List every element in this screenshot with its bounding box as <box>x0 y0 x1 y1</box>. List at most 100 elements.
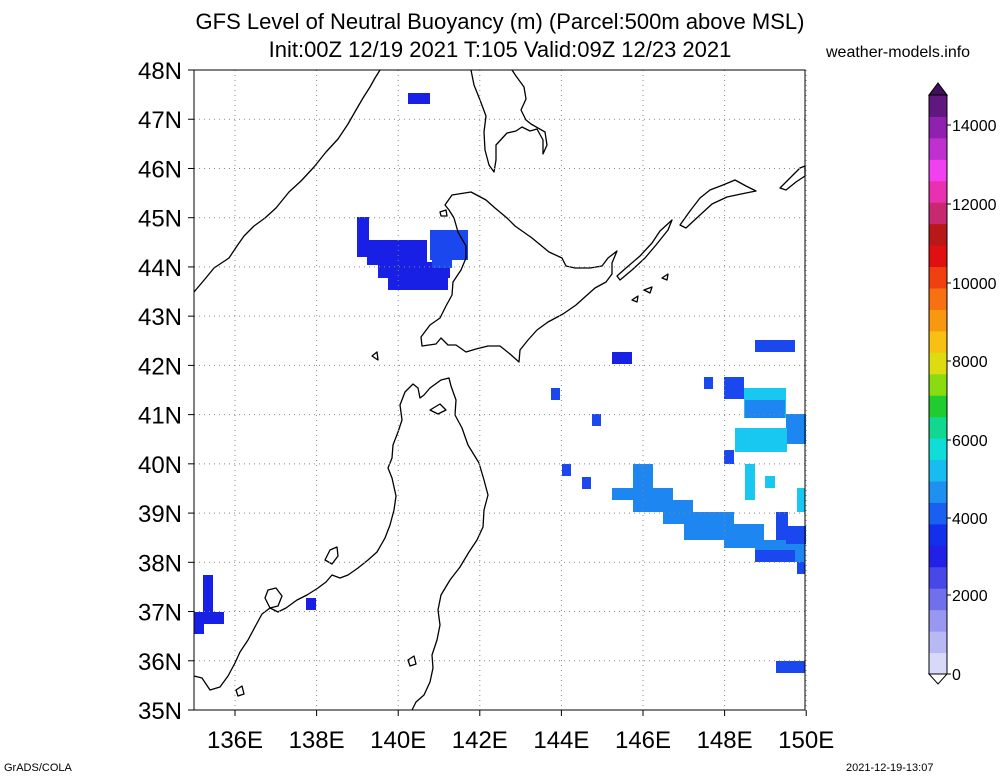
coast-honshu <box>193 377 489 711</box>
coast-kuril1 <box>616 219 673 281</box>
field-cell <box>194 612 224 624</box>
field-cell <box>797 488 805 512</box>
lat-label: 39N <box>138 501 182 528</box>
lat-label: 48N <box>138 58 182 85</box>
colorbar-bottom-arrow <box>927 673 949 685</box>
coast-rishiri <box>439 209 448 217</box>
coast-sado <box>324 546 339 565</box>
lat-label: 36N <box>138 649 182 676</box>
lon-label: 146E <box>615 727 671 754</box>
field-cell <box>735 428 787 452</box>
colorbar-label: 2000 <box>952 588 988 605</box>
coastline <box>193 69 806 711</box>
buoyancy-field <box>194 93 806 673</box>
coast-hokkaido <box>420 191 618 363</box>
colorbar-segment <box>929 631 947 654</box>
lon-label: 138E <box>289 727 345 754</box>
colorbar-segment <box>929 288 947 310</box>
field-cell <box>408 93 430 104</box>
field-cell <box>786 526 806 544</box>
field-cell <box>755 550 795 562</box>
lat-label: 41N <box>138 403 182 430</box>
lat-label: 44N <box>138 255 182 282</box>
field-cell <box>430 230 468 260</box>
colorbar-segment <box>929 481 947 503</box>
colorbar-segment <box>929 223 947 246</box>
field-cell <box>745 464 755 500</box>
lat-label: 47N <box>138 107 182 134</box>
field-cell <box>786 414 806 444</box>
axis-ticks <box>188 69 807 716</box>
colorbar-segment <box>929 395 947 418</box>
colorbar-segment <box>929 545 947 568</box>
colorbar-segment <box>929 502 947 525</box>
field-cell <box>724 450 734 464</box>
field-cell <box>704 377 713 389</box>
colorbar-segment <box>929 438 947 461</box>
lat-label: 40N <box>138 452 182 479</box>
plot-frame <box>193 69 806 711</box>
field-cell <box>551 388 560 400</box>
colorbar-label: 0 <box>952 667 961 684</box>
lat-label: 35N <box>138 698 182 725</box>
footer-timestamp: 2021-12-19-13:07 <box>846 762 934 774</box>
colorbar-segment <box>929 373 947 396</box>
lon-label: 142E <box>452 727 508 754</box>
colorbar-segment <box>929 202 947 225</box>
coast-izu <box>407 655 417 667</box>
coast-sakhalin <box>470 69 548 173</box>
colorbar-label: 6000 <box>952 433 988 450</box>
field-cell <box>357 217 369 257</box>
longitude-labels: 136E 138E 140E 142E 144E 146E 148E 150E <box>207 727 834 754</box>
field-cell <box>194 622 204 634</box>
coast-kuril2 <box>679 179 757 229</box>
map-title: GFS Level of Neutral Buoyancy (m) (Parce… <box>195 9 805 34</box>
field-cell <box>592 414 601 426</box>
coast-mainland <box>193 69 381 293</box>
latitude-labels: 48N 47N 46N 45N 44N 43N 42N 41N 40N 39N 38N 37N 36N 3… <box>138 58 182 725</box>
colorbar-segment <box>929 330 947 353</box>
field-cell <box>724 377 744 399</box>
field-cell <box>765 476 775 488</box>
colorbar-segment <box>929 416 947 439</box>
colorbar-segment <box>929 352 947 375</box>
colorbar-segment <box>929 459 947 482</box>
graticule <box>194 70 807 710</box>
field-cell <box>745 400 785 418</box>
colorbar-segment <box>929 95 947 117</box>
coast-kuril5 <box>631 295 639 303</box>
colorbar-segment <box>929 159 947 182</box>
coast-noto <box>264 587 283 609</box>
colorbar-segment <box>929 588 947 611</box>
lon-label: 148E <box>697 727 753 754</box>
colorbar-label: 14000 <box>952 118 997 135</box>
field-cell <box>582 477 591 489</box>
field-cell <box>388 276 448 290</box>
site-label: weather-models.info <box>826 44 971 61</box>
field-cell <box>367 240 427 265</box>
coast-kuril4 <box>643 286 653 294</box>
field-cell <box>776 512 788 540</box>
colorbar-segment <box>929 245 947 268</box>
coast-kuril6 <box>661 273 669 281</box>
colorbar-segment <box>929 309 947 332</box>
field-cell <box>432 256 452 268</box>
field-cell <box>612 352 632 364</box>
colorbar-segment <box>929 266 947 289</box>
colorbar: 14000 12000 10000 8000 6000 4000 2000 0 <box>927 82 997 685</box>
colorbar-label: 12000 <box>952 197 997 214</box>
lon-label: 150E <box>778 727 834 754</box>
coast-oga <box>429 403 447 415</box>
colorbar-segment <box>929 180 947 203</box>
colorbar-segment <box>929 137 947 160</box>
colorbar-label: 8000 <box>952 354 988 371</box>
lat-label: 38N <box>138 550 182 577</box>
field-cell <box>306 598 316 610</box>
colorbar-segment <box>929 116 947 139</box>
lat-label: 45N <box>138 206 182 233</box>
field-cell <box>776 661 805 673</box>
lon-label: 136E <box>207 727 263 754</box>
colorbar-top-arrow <box>928 82 948 96</box>
lat-label: 37N <box>138 600 182 627</box>
